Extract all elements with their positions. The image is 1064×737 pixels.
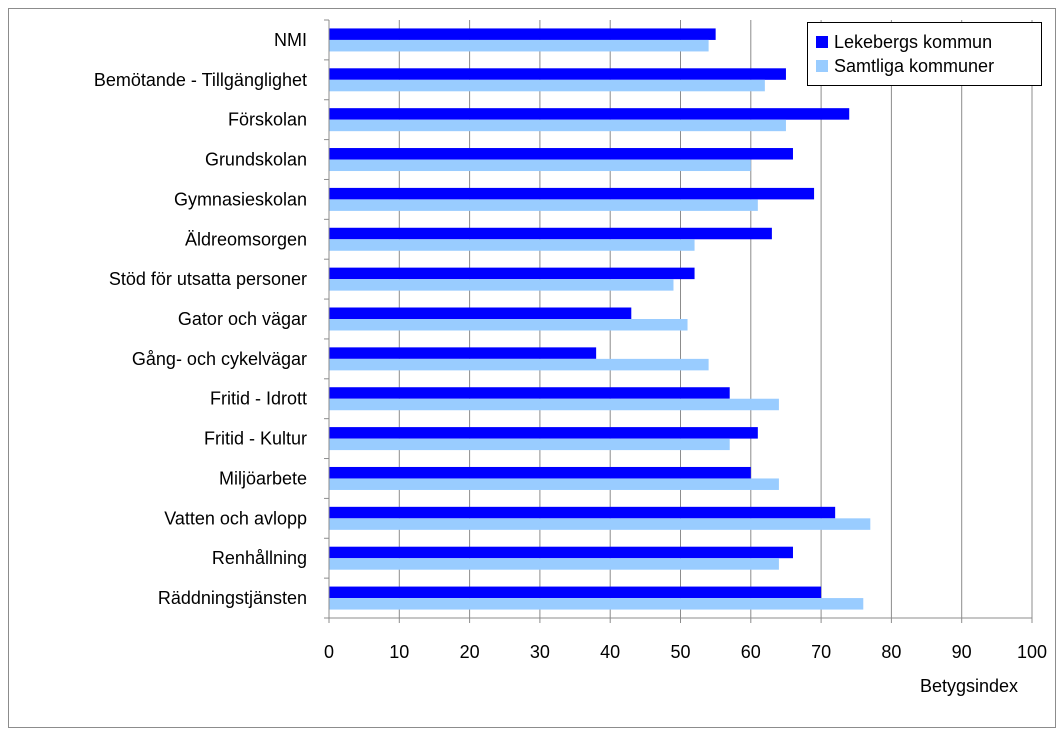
category-label: Gymnasieskolan <box>174 189 307 209</box>
legend-label-series-1: Lekebergs kommun <box>834 31 993 52</box>
bar-samtliga <box>329 398 779 411</box>
bar-lekeberg <box>329 387 730 399</box>
bar-lekeberg <box>329 427 758 439</box>
legend-swatch-series-2 <box>816 60 828 72</box>
x-tick-label: 40 <box>600 642 620 662</box>
bar-samtliga <box>329 159 751 172</box>
bar-samtliga <box>329 119 786 132</box>
bar-lekeberg <box>329 148 793 160</box>
x-tick-label: 30 <box>530 642 550 662</box>
x-tick-label: 60 <box>741 642 761 662</box>
category-label: Grundskolan <box>205 150 307 170</box>
bar-lekeberg <box>329 506 836 519</box>
x-axis-title: Betygsindex <box>920 676 1018 696</box>
bar-lekeberg <box>329 466 751 479</box>
category-label: NMI <box>274 30 307 50</box>
bar-lekeberg <box>329 586 822 599</box>
bar-samtliga <box>329 358 709 371</box>
category-label: Gång- och cykelvägar <box>132 349 307 369</box>
bar-samtliga <box>329 558 779 570</box>
bar-lekeberg <box>329 307 632 319</box>
bar-lekeberg <box>329 28 716 40</box>
x-tick-label: 0 <box>324 642 334 662</box>
category-label: Stöd för utsatta personer <box>109 269 307 289</box>
bar-samtliga <box>329 478 779 490</box>
x-tick-label: 70 <box>811 642 831 662</box>
category-label: Fritid - Kultur <box>204 429 307 449</box>
legend-label-series-2: Samtliga kommuner <box>834 55 995 76</box>
legend-swatch-series-1 <box>816 36 828 48</box>
category-label: Bemötande - Tillgänglighet <box>94 70 307 90</box>
bar-lekeberg <box>329 546 793 559</box>
x-tick-label: 100 <box>1017 642 1047 662</box>
bar-lekeberg <box>329 347 597 359</box>
category-label: Gator och vägar <box>178 309 307 329</box>
bar-samtliga <box>329 239 695 251</box>
category-label: Räddningstjänsten <box>158 588 307 608</box>
bar-samtliga <box>329 598 864 610</box>
category-label: Förskolan <box>228 110 307 130</box>
legend-item-series-1: Lekebergs kommun <box>816 31 992 53</box>
x-tick-label: 50 <box>670 642 690 662</box>
bar-samtliga <box>329 438 730 451</box>
category-label: Vatten och avlopp <box>164 508 307 528</box>
bar-lekeberg <box>329 68 786 80</box>
bar-lekeberg <box>329 267 695 280</box>
bar-lekeberg <box>329 227 772 240</box>
category-label: Renhållning <box>212 548 307 568</box>
category-label: Miljöarbete <box>219 468 307 488</box>
category-label: Äldreomsorgen <box>185 229 307 249</box>
bar-samtliga <box>329 79 765 92</box>
bar-samtliga <box>329 319 688 331</box>
bar-samtliga <box>329 279 674 291</box>
bar-samtliga <box>329 199 758 211</box>
bar-samtliga <box>329 39 709 52</box>
x-tick-label: 10 <box>389 642 409 662</box>
category-label: Fritid - Idrott <box>210 389 307 409</box>
x-tick-label: 20 <box>460 642 480 662</box>
legend-item-series-2: Samtliga kommuner <box>816 55 994 77</box>
x-tick-label: 90 <box>952 642 972 662</box>
bar-lekeberg <box>329 187 815 200</box>
bar-samtliga <box>329 518 871 530</box>
x-tick-label: 80 <box>881 642 901 662</box>
chart-legend: Lekebergs kommun Samtliga kommuner <box>807 22 1042 86</box>
bar-lekeberg <box>329 108 850 120</box>
